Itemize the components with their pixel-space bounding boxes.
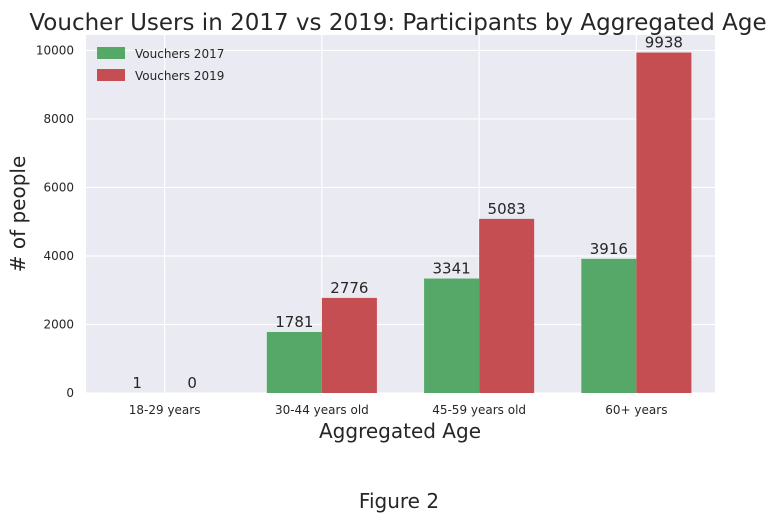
x-tick-label: 45-59 years old <box>432 403 526 417</box>
y-tick-labels: 0 2000 4000 6000 8000 10000 <box>36 43 74 400</box>
bar <box>479 218 535 393</box>
legend-label-2019: Vouchers 2019 <box>135 69 224 83</box>
x-tick-label: 30-44 years old <box>275 403 369 417</box>
bar <box>636 52 692 394</box>
bar <box>581 258 637 393</box>
bar-value-label: 3341 <box>433 260 471 278</box>
bar-value-label: 5083 <box>488 200 526 218</box>
y-axis-label: # of people <box>6 156 30 273</box>
x-axis-label: Aggregated Age <box>319 419 481 443</box>
figure-caption: Figure 2 <box>359 489 439 513</box>
y-tick-label: 0 <box>66 386 74 400</box>
x-tick-label: 60+ years <box>605 403 667 417</box>
bar-value-label: 2776 <box>330 279 368 297</box>
bar-value-label: 9938 <box>645 34 683 52</box>
y-tick-label: 4000 <box>43 249 74 263</box>
bars <box>109 52 692 394</box>
bar-value-label: 3916 <box>590 240 628 258</box>
x-tick-label: 18-29 years <box>129 403 201 417</box>
x-tick-labels: 18-29 years 30-44 years old 45-59 years ol… <box>129 403 668 417</box>
legend: Vouchers 2017 Vouchers 2019 <box>97 47 224 83</box>
legend-swatch-2017 <box>97 47 125 59</box>
y-tick-label: 6000 <box>43 180 74 194</box>
bar <box>321 297 377 393</box>
y-tick-label: 2000 <box>43 317 74 331</box>
y-tick-label: 8000 <box>43 112 74 126</box>
bar <box>266 331 322 393</box>
bar-value-label: 1 <box>132 374 142 392</box>
y-tick-label: 10000 <box>36 43 74 57</box>
bar-value-label: 1781 <box>275 313 313 331</box>
legend-label-2017: Vouchers 2017 <box>135 47 224 61</box>
bar-value-label: 0 <box>187 374 197 392</box>
data-labels: 1 0 1781 2776 3341 5083 3916 9938 <box>132 34 683 392</box>
chart-title: Voucher Users in 2017 vs 2019: Participa… <box>29 10 766 36</box>
bar <box>424 278 480 393</box>
legend-swatch-2019 <box>97 69 125 81</box>
